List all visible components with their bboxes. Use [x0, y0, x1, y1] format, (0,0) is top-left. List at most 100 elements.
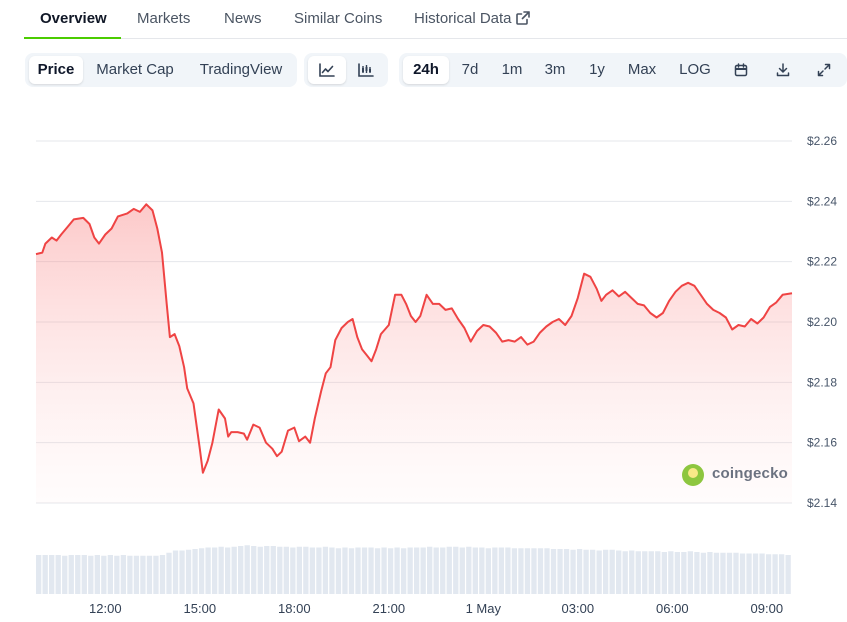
volume-bar: [694, 552, 700, 594]
range-1y-button[interactable]: 1y: [579, 56, 615, 84]
tab-overview-label: Overview: [40, 10, 107, 27]
fullscreen-icon: [817, 63, 831, 77]
volume-bar: [394, 547, 400, 594]
view-toggle-group: Price Market Cap TradingView: [25, 53, 297, 87]
volume-bar: [368, 547, 374, 594]
range-1m-button[interactable]: 1m: [493, 56, 531, 84]
volume-bar: [238, 546, 244, 594]
volume-bar: [609, 549, 615, 594]
volume-bar: [270, 546, 276, 594]
log-scale-button[interactable]: LOG: [671, 56, 719, 84]
volume-bar: [309, 547, 316, 594]
volume-bar: [720, 552, 726, 594]
volume-bar: [192, 549, 198, 594]
volume-bar: [655, 551, 661, 594]
download-button[interactable]: [767, 56, 799, 84]
volume-bar: [381, 547, 387, 594]
tab-similar-coins[interactable]: Similar Coins: [294, 0, 382, 38]
volume-bar: [355, 547, 361, 594]
tab-overview[interactable]: Overview: [40, 0, 107, 38]
volume-bar: [752, 553, 759, 594]
candlestick-chart-icon: [358, 63, 374, 77]
range-3m-label: 3m: [544, 61, 566, 78]
tab-news[interactable]: News: [224, 0, 262, 38]
volume-bar: [739, 553, 746, 594]
tab-markets-label: Markets: [137, 10, 191, 27]
price-button[interactable]: Price: [29, 56, 83, 84]
volume-bar: [622, 551, 628, 594]
volume-bar: [88, 555, 94, 594]
volume-bar: [420, 547, 426, 594]
x-tick-label: 15:00: [184, 601, 217, 616]
volume-bar: [589, 549, 596, 594]
volume-bar: [726, 552, 733, 594]
volume-bar: [290, 547, 296, 594]
range-7d-button[interactable]: 7d: [452, 56, 488, 84]
y-tick-label: $2.16: [807, 436, 837, 450]
tradingview-button[interactable]: TradingView: [189, 56, 293, 84]
y-tick-label: $2.22: [807, 255, 837, 269]
volume-bar: [759, 553, 765, 594]
volume-bar: [596, 550, 602, 594]
volume-bar: [563, 549, 570, 594]
volume-bar: [185, 549, 192, 594]
volume-bar: [433, 547, 439, 594]
range-1m-label: 1m: [501, 61, 523, 78]
y-tick-label: $2.14: [807, 496, 837, 510]
volume-bar: [492, 547, 498, 594]
volume-bar: [62, 555, 68, 594]
y-axis-ticks: $2.14 $2.16 $2.18 $2.20 $2.22 $2.24 $2.26: [807, 134, 837, 510]
volume-bar: [544, 548, 550, 594]
volume-bar: [179, 550, 185, 594]
coingecko-logo: [682, 464, 704, 486]
line-chart-button[interactable]: [308, 56, 346, 84]
y-tick-label: $2.26: [807, 134, 837, 148]
market-cap-button[interactable]: Market Cap: [87, 56, 183, 84]
volume-bar: [765, 554, 772, 594]
volume-bar: [635, 551, 641, 594]
volume-bar: [36, 555, 42, 594]
volume-bar: [81, 555, 87, 594]
tab-similar-coins-label: Similar Coins: [294, 10, 383, 27]
volume-bar: [518, 548, 524, 594]
volume-bar: [407, 547, 413, 594]
volume-bar: [231, 546, 237, 594]
volume-bar: [166, 552, 172, 594]
volume-bar: [114, 555, 120, 594]
volume-bar: [687, 551, 694, 594]
y-tick-label: $2.20: [807, 315, 837, 329]
candlestick-chart-button[interactable]: [347, 56, 385, 84]
fullscreen-button[interactable]: [808, 56, 840, 84]
tab-markets[interactable]: Markets: [137, 0, 190, 38]
volume-bar: [127, 555, 133, 594]
volume-bar: [277, 546, 283, 594]
volume-bar: [172, 550, 179, 594]
tradingview-button-label: TradingView: [199, 61, 283, 78]
volume-bar: [153, 555, 159, 594]
tab-historical-data-label: Historical Data: [414, 10, 512, 27]
volume-bar: [557, 549, 563, 594]
y-tick-label: $2.24: [807, 194, 837, 208]
price-button-label: Price: [37, 61, 75, 78]
x-tick-label: 1 May: [466, 601, 502, 616]
price-area: [36, 204, 792, 504]
volume-bar: [361, 547, 368, 594]
volume-bar: [505, 547, 511, 594]
volume-bars: [36, 545, 791, 594]
chart-style-group: [304, 53, 388, 87]
range-max-button[interactable]: Max: [621, 56, 663, 84]
volume-bar: [681, 552, 687, 594]
volume-bar: [244, 545, 250, 594]
market-cap-button-label: Market Cap: [96, 61, 174, 78]
range-24h-button[interactable]: 24h: [403, 56, 449, 84]
volume-bar: [283, 546, 289, 594]
range-3m-button[interactable]: 3m: [536, 56, 574, 84]
volume-bar: [146, 555, 153, 594]
volume-bar: [55, 555, 61, 594]
volume-bar: [414, 547, 420, 594]
calendar-button[interactable]: [725, 56, 757, 84]
x-tick-label: 03:00: [562, 601, 595, 616]
tab-historical-data[interactable]: Historical Data: [414, 0, 530, 38]
volume-bar: [133, 555, 140, 594]
